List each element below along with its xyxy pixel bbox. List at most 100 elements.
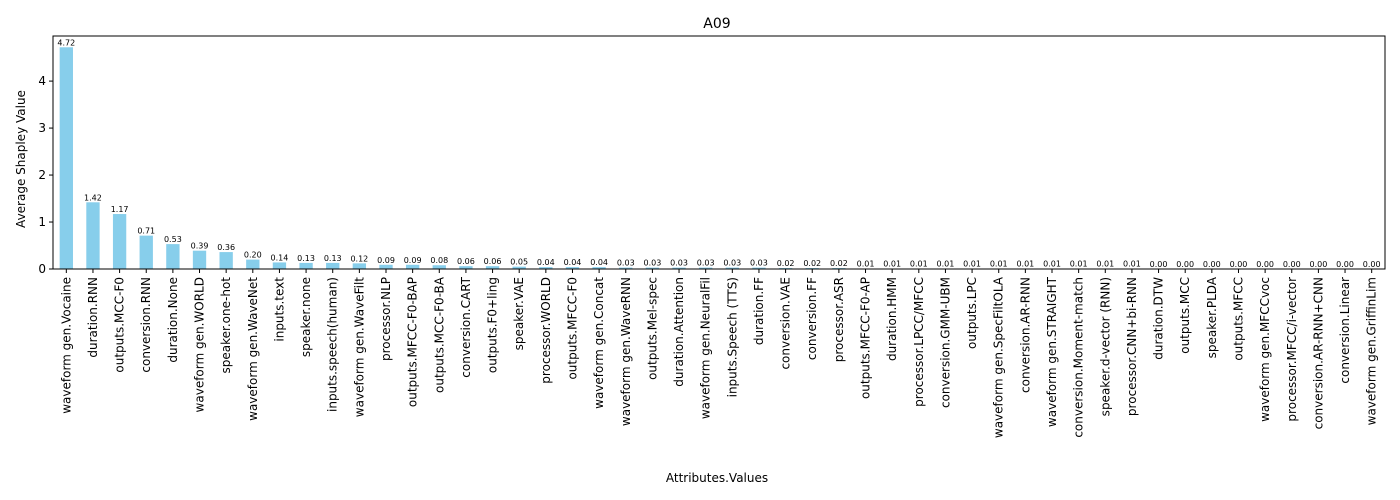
bar-value-label: 0.02	[830, 259, 848, 268]
bar-value-label: 0.14	[271, 253, 289, 262]
bar-value-label: 0.03	[723, 259, 741, 268]
x-tick-label: duration.None	[166, 277, 180, 363]
x-tick-label: waveform gen.WORLD	[193, 277, 207, 412]
x-tick-label: waveform gen.SpecFiltOLA	[992, 276, 1006, 438]
bar-value-label: 0.00	[1256, 260, 1274, 269]
bar	[112, 214, 127, 269]
bar	[539, 267, 553, 269]
bar-value-label: 0.02	[803, 259, 821, 268]
x-tick-label: conversion.FF	[805, 277, 819, 360]
x-tick-label: duration.HMM	[885, 277, 899, 361]
bar-value-label: 0.03	[697, 259, 715, 268]
x-tick-label: inputs.Speech (TTS)	[725, 277, 739, 397]
x-tick-label: speaker.VAE	[512, 277, 526, 350]
bar	[246, 259, 260, 269]
y-tick-label: 2	[38, 168, 46, 182]
x-tick-label: conversion.CART	[459, 276, 473, 377]
x-tick-label: outputs.MFCC-F0-BAP	[406, 277, 420, 407]
bar	[192, 250, 207, 269]
bar-value-label: 0.06	[457, 257, 475, 266]
x-tick-label: outputs.LPC	[965, 277, 979, 349]
bar-value-label: 0.01	[910, 260, 928, 269]
bar-value-label: 0.03	[670, 259, 688, 268]
x-tick-label: duration.Attention	[672, 277, 686, 387]
x-tick-label: outputs.Mel-spec	[645, 277, 659, 380]
x-axis-ticks: waveform gen.Vocaine duration.RNN outputs.…	[59, 269, 1379, 438]
bar	[592, 267, 606, 269]
bar-value-label: 0.36	[217, 243, 235, 252]
x-axis-title: Attributes.Values	[666, 471, 768, 485]
x-tick-label: duration.DTW	[1152, 277, 1166, 360]
bar	[512, 266, 526, 269]
x-tick-label: conversion.GMM-UBM	[938, 277, 952, 408]
x-tick-label: outputs.MCC-F0	[113, 277, 127, 373]
x-tick-label: waveform gen.WaveNet	[246, 277, 260, 421]
bar-value-label: 0.09	[377, 256, 395, 265]
bar-value-label: 0.01	[1016, 260, 1034, 269]
x-tick-label: processor.WORLD	[539, 277, 553, 384]
bar-value-label: 0.00	[1309, 260, 1327, 269]
x-tick-label: conversion.AR-RNN+CNN	[1311, 277, 1325, 429]
bar-value-label: 0.00	[1203, 260, 1221, 269]
x-tick-label: outputs.MFCC-F0	[565, 277, 579, 380]
bar-value-label: 0.01	[1096, 260, 1114, 269]
bar	[352, 263, 367, 269]
bar	[645, 267, 660, 269]
bar-value-label: 0.00	[1230, 260, 1248, 269]
x-tick-label: waveform gen.WaveRNN	[619, 277, 633, 426]
bar-value-label: 0.20	[244, 251, 262, 260]
x-tick-label: waveform gen.Vocaine	[59, 277, 73, 414]
bar-value-label: 0.01	[963, 260, 981, 269]
bar-value-label: 0.01	[1123, 260, 1141, 269]
bar	[699, 267, 713, 269]
bar	[139, 235, 153, 269]
bar-value-label: 0.05	[510, 258, 528, 267]
x-tick-label: processor.NLP	[379, 277, 393, 361]
bar	[485, 266, 500, 269]
bar	[219, 252, 233, 269]
bar	[86, 202, 100, 269]
bar-value-label: 0.01	[857, 260, 875, 269]
bar-value-label: 4.72	[57, 38, 75, 47]
x-tick-label: waveform gen.WaveFilt	[352, 277, 366, 417]
y-axis-ticks: 0 1 2 3 4	[38, 74, 53, 276]
bar-value-label: 0.13	[297, 254, 315, 263]
bar	[619, 267, 633, 269]
x-tick-label: speaker.none	[299, 277, 313, 357]
bar	[459, 266, 473, 269]
x-tick-label: duration.RNN	[86, 277, 100, 358]
x-tick-label: duration.FF	[752, 277, 766, 345]
x-tick-label: inputs.speech(human)	[326, 277, 340, 412]
bar	[725, 267, 739, 269]
x-tick-label: outputs.MFCC	[1231, 277, 1245, 361]
bar-value-label: 0.00	[1363, 260, 1381, 269]
bars-group	[59, 47, 1139, 269]
x-tick-label: conversion.RNN	[139, 277, 153, 373]
x-tick-label: processor.CNN+bi-RNN	[1125, 277, 1139, 416]
x-tick-label: conversion.VAE	[779, 277, 793, 370]
x-tick-label: speaker.PLDA	[1205, 276, 1219, 358]
bar-value-label: 0.39	[191, 242, 209, 251]
bar-value-label: 0.01	[1043, 260, 1061, 269]
bar-value-label: 0.01	[883, 260, 901, 269]
bar-value-label: 0.53	[164, 235, 182, 244]
bar-value-label: 0.04	[564, 258, 582, 267]
bar	[379, 264, 393, 269]
bar-value-label: 1.42	[84, 193, 102, 202]
x-tick-label: outputs.MCC	[1178, 277, 1192, 354]
bar-value-label: 0.09	[404, 256, 422, 265]
x-tick-label: waveform gen.STRAIGHT	[1045, 276, 1059, 427]
y-tick-label: 1	[38, 215, 46, 229]
x-tick-label: speaker.d-vector (RNN)	[1098, 277, 1112, 416]
x-tick-label: waveform gen.Concat	[592, 277, 606, 409]
x-tick-label: conversion.Linear	[1338, 277, 1352, 384]
bar	[752, 267, 766, 269]
bar-value-label: 0.04	[590, 258, 608, 267]
x-tick-label: processor.ASR	[832, 277, 846, 362]
bar-value-label: 0.06	[484, 257, 502, 266]
bar	[299, 262, 313, 269]
y-tick-label: 3	[38, 121, 46, 135]
x-tick-label: outputs.MCC-F0-BA	[432, 276, 446, 393]
bar-value-label: 0.08	[430, 256, 448, 265]
